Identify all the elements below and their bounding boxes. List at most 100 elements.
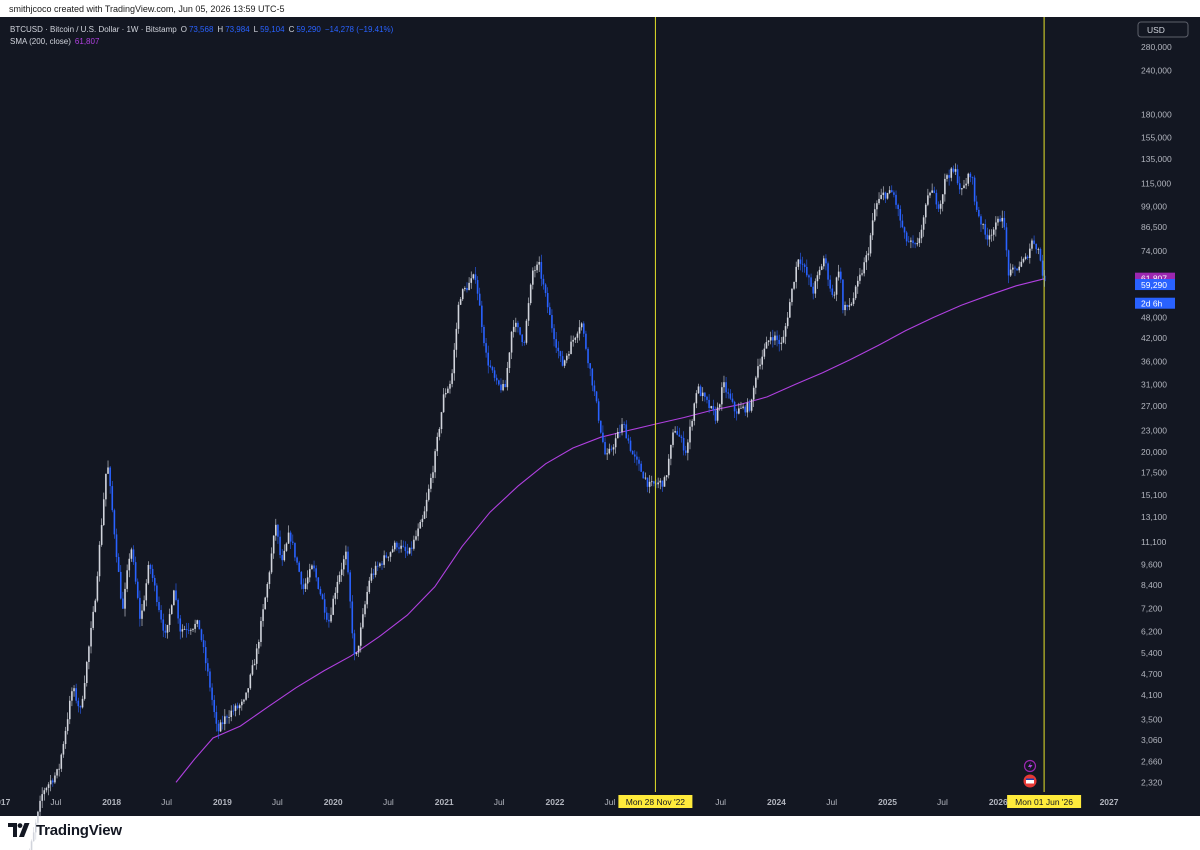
candle-body	[566, 355, 568, 361]
candle-body	[408, 547, 411, 554]
candle-body	[387, 556, 390, 558]
candle-body	[368, 580, 371, 592]
candle-body	[119, 571, 122, 599]
candle-body	[88, 646, 90, 662]
candle-body	[491, 367, 494, 371]
candle-body	[941, 194, 944, 204]
candle-body	[619, 431, 621, 433]
candle-body	[939, 203, 942, 209]
candle-body	[289, 532, 292, 542]
candle-body	[929, 192, 931, 196]
candle-body	[969, 173, 972, 178]
candle-body	[451, 373, 453, 384]
candle-body	[1007, 250, 1010, 276]
candle-body	[215, 712, 218, 724]
event-icons[interactable]	[1023, 759, 1037, 788]
candle-body	[62, 744, 65, 755]
candle-body	[66, 719, 69, 731]
candle-body	[306, 577, 309, 584]
candle-body	[1012, 267, 1014, 270]
candle-body	[995, 222, 997, 230]
candle-body	[534, 270, 536, 272]
candle-body	[563, 360, 566, 366]
candle-body	[831, 288, 834, 295]
candle-body	[920, 229, 923, 239]
candle-body	[145, 583, 148, 601]
candle-body	[54, 775, 56, 783]
candle-body	[251, 665, 254, 675]
time-tick-label: 2026	[989, 797, 1008, 807]
candle-body	[610, 448, 613, 450]
candle-body	[975, 201, 978, 210]
candle-body	[742, 406, 744, 408]
currency-button-label[interactable]: USD	[1147, 25, 1165, 35]
time-axis[interactable]: 2017 Jul 2018 Jul 2019 Jul 2020 Jul 2021 Jul 2022 J…	[0, 797, 1119, 807]
candle-body	[848, 305, 851, 307]
candle-body	[396, 542, 398, 548]
time-tick-label: 2017	[0, 797, 11, 807]
candle-body	[413, 539, 415, 549]
candle-body	[476, 280, 479, 294]
candle-body	[139, 597, 141, 619]
candle-body	[275, 524, 277, 536]
candle-body	[846, 304, 848, 307]
candle-body	[644, 477, 647, 479]
candle-body	[585, 333, 587, 349]
candle-body	[763, 348, 766, 357]
candle-body	[952, 168, 955, 172]
candle-body	[778, 339, 781, 345]
candle-body	[873, 209, 876, 221]
candle-body	[459, 299, 462, 305]
candle-body	[179, 618, 182, 632]
candle-body	[170, 605, 173, 615]
marker-label-box	[1007, 795, 1082, 808]
currency-button-box[interactable]	[1137, 21, 1189, 38]
candle-body	[419, 522, 422, 529]
candle-body	[502, 384, 504, 391]
candle-body	[410, 547, 413, 549]
marker-label-box	[618, 795, 693, 808]
candle-body	[672, 432, 674, 445]
candle-body	[230, 710, 233, 718]
vertical-markers-layer: Mon 28 Nov '22 Mon 01 Jun '26	[618, 17, 1082, 808]
price-axis[interactable]: 320,000280,000240,000180,000155,000135,0…	[1135, 21, 1175, 787]
open-value: 73,568	[189, 25, 214, 34]
tradingview-logo[interactable]: TradingView	[8, 819, 122, 841]
high-value: 73,984	[225, 25, 250, 34]
candle-body	[495, 377, 498, 381]
candle-body	[695, 393, 698, 404]
candle-body	[283, 550, 286, 561]
candle-body	[735, 411, 738, 414]
candle-body	[973, 177, 976, 202]
candle-body	[192, 628, 194, 630]
candle-body	[383, 555, 385, 565]
candle-body	[965, 183, 967, 186]
candle-body	[132, 549, 135, 563]
candle-body	[262, 609, 264, 622]
candle-body	[466, 287, 468, 291]
candle-body	[515, 322, 517, 327]
candle-body	[226, 716, 228, 718]
price-tick-label: 3,060	[1141, 735, 1163, 745]
candle-body	[659, 480, 662, 483]
candle-body	[270, 553, 273, 573]
candle-body	[808, 275, 810, 278]
candle-body	[481, 305, 483, 327]
candle-body	[924, 204, 927, 218]
candle-body	[529, 284, 532, 304]
candle-body	[187, 629, 190, 631]
candle-body	[334, 592, 337, 599]
time-tick-label: 2024	[767, 797, 786, 807]
candle-body	[483, 326, 485, 344]
candle-body	[181, 629, 184, 632]
candle-body	[117, 557, 120, 572]
candle-body	[901, 220, 904, 228]
candle-body	[1018, 266, 1021, 271]
currency-button[interactable]: USD	[1137, 21, 1189, 38]
candle-body	[489, 365, 492, 368]
candle-body	[359, 627, 362, 646]
candle-body	[827, 263, 829, 280]
candle-body	[546, 292, 549, 308]
candle-body	[75, 688, 77, 701]
